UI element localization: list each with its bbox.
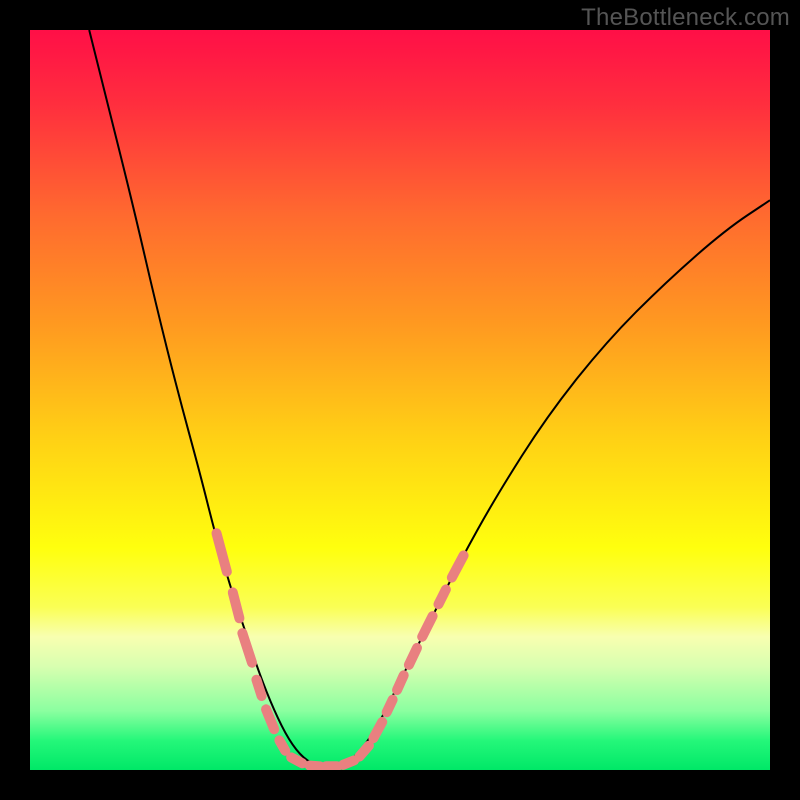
dash-segment xyxy=(256,680,261,696)
chart-svg xyxy=(30,30,770,770)
dash-segment xyxy=(233,592,240,618)
watermark-label: TheBottleneck.com xyxy=(581,4,790,32)
gradient-background xyxy=(30,30,770,770)
dash-segment xyxy=(279,740,285,750)
dash-segment xyxy=(387,700,393,713)
dash-segment xyxy=(397,675,404,690)
dash-segment xyxy=(343,760,354,764)
dash-segment xyxy=(291,757,302,763)
chart-root: TheBottleneck.com xyxy=(0,0,800,800)
dash-segment xyxy=(438,589,445,604)
plot-area xyxy=(30,30,770,770)
dash-segment xyxy=(310,766,320,767)
